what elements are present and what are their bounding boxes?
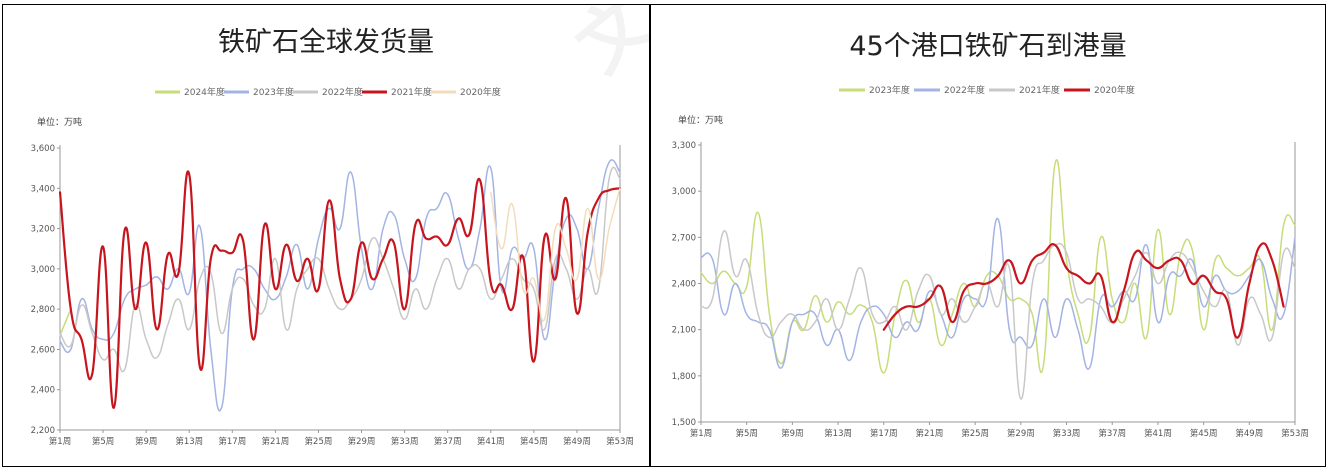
y-tick-label: 2,700 xyxy=(672,233,696,243)
x-tick-label: 第41周 xyxy=(477,436,505,447)
y-tick-label: 3,600 xyxy=(31,144,55,154)
chart-title: 45个港口铁矿石到港量 xyxy=(849,31,1126,62)
chart-legend: 2024年度 2023年度 2022年度 2021年度 2020年度 xyxy=(155,86,501,98)
x-tick-label: 第37周 xyxy=(1098,428,1126,439)
x-tick-label: 第13周 xyxy=(824,428,852,439)
legend-label: 2021年度 xyxy=(1019,84,1060,96)
x-tick-label: 第45周 xyxy=(1190,428,1218,439)
chart-legend: 2023年度 2022年度 2021年度 2020年度 xyxy=(839,84,1135,96)
legend-label: 2022年度 xyxy=(944,84,985,96)
x-tick-label: 第21周 xyxy=(261,436,289,447)
legend-label: 2024年度 xyxy=(184,86,225,98)
series-line-5 xyxy=(490,187,621,322)
y-tick-label: 2,600 xyxy=(31,345,55,355)
series-line-3 xyxy=(700,230,1296,400)
legend-label: 2020年度 xyxy=(460,86,501,98)
series-line-1 xyxy=(700,159,1296,374)
y-tick-label: 2,800 xyxy=(31,305,55,315)
series-group xyxy=(58,159,622,412)
legend-label: 2020年度 xyxy=(1094,84,1135,96)
x-tick-label: 第17周 xyxy=(218,436,246,447)
series-group xyxy=(700,159,1296,400)
legend-item: 2020年度 xyxy=(1064,84,1135,96)
y-tick-label: 3,400 xyxy=(31,184,55,194)
chart-port-arrivals: 45个港口铁矿石到港量 2023年度 2022年度 2021年度 2020年度 单位：… xyxy=(672,31,1309,439)
x-tick-label: 第1周 xyxy=(690,428,712,439)
series-line-4 xyxy=(882,242,1285,339)
x-tick-label: 第53周 xyxy=(1281,428,1309,439)
x-tick-label: 第9周 xyxy=(781,428,803,439)
y-tick-label: 2,200 xyxy=(31,426,55,436)
x-tick-label: 第49周 xyxy=(563,436,591,447)
unit-label: 单位：万吨 xyxy=(37,116,82,128)
series-line-1 xyxy=(59,308,72,337)
y-tick-label: 2,400 xyxy=(31,386,55,396)
chart-global-shipments: 文 铁矿石全球发货量 2024年度 2023年度 2022年度 2021年度 2020年… xyxy=(31,5,649,447)
chart-title: 铁矿石全球发货量 xyxy=(218,27,434,58)
y-tick-label: 2,100 xyxy=(672,326,696,336)
x-tick-label: 第33周 xyxy=(391,436,419,447)
y-tick-label: 1,500 xyxy=(672,418,696,428)
y-tick-label: 2,400 xyxy=(672,280,696,290)
x-tick-label: 第9周 xyxy=(135,436,157,447)
series-line-2 xyxy=(59,159,621,412)
x-tick-label: 第49周 xyxy=(1235,428,1263,439)
legend-label: 2023年度 xyxy=(869,84,910,96)
y-tick-label: 3,300 xyxy=(672,141,696,151)
y-tick-label: 3,200 xyxy=(31,225,55,235)
series-line-2 xyxy=(700,218,1296,370)
x-tick-label: 第29周 xyxy=(1007,428,1035,439)
legend-item: 2023年度 xyxy=(839,84,910,96)
legend-item: 2022年度 xyxy=(293,86,363,98)
legend-label: 2022年度 xyxy=(322,86,363,98)
axes: 1,500 1,800 2,100 2,400 2,700 3,000 3,300 第1周 第5… xyxy=(672,141,1309,439)
x-tick-label: 第33周 xyxy=(1053,428,1081,439)
legend-item: 2024年度 xyxy=(155,86,225,98)
legend-item: 2022年度 xyxy=(914,84,985,96)
x-tick-label: 第45周 xyxy=(520,436,548,447)
x-tick-label: 第29周 xyxy=(348,436,376,447)
x-tick-label: 第37周 xyxy=(434,436,462,447)
watermark-text: 文 xyxy=(561,5,649,88)
y-tick-label: 3,000 xyxy=(31,265,55,275)
unit-label: 单位：万吨 xyxy=(678,114,723,126)
legend-item: 2023年度 xyxy=(224,86,294,98)
x-tick-label: 第1周 xyxy=(49,436,71,447)
x-tick-label: 第17周 xyxy=(870,428,898,439)
x-tick-label: 第5周 xyxy=(92,436,114,447)
legend-item: 2020年度 xyxy=(431,86,501,98)
legend-item: 2021年度 xyxy=(989,84,1060,96)
x-tick-label: 第25周 xyxy=(305,436,333,447)
legend-label: 2021年度 xyxy=(391,86,432,98)
chart-panel-port-arrivals: 45个港口铁矿石到港量 2023年度 2022年度 2021年度 2020年度 单位：… xyxy=(650,4,1326,467)
x-tick-label: 第53周 xyxy=(606,436,634,447)
series-line-4 xyxy=(58,170,622,409)
y-tick-label: 3,000 xyxy=(672,187,696,197)
x-tick-label: 第25周 xyxy=(961,428,989,439)
x-tick-label: 第21周 xyxy=(916,428,944,439)
x-tick-label: 第5周 xyxy=(735,428,757,439)
series-line-3 xyxy=(59,166,621,373)
chart-panel-global-shipments: 文 铁矿石全球发货量 2024年度 2023年度 2022年度 2021年度 2020年… xyxy=(2,4,650,467)
x-tick-label: 第13周 xyxy=(175,436,203,447)
x-tick-label: 第41周 xyxy=(1144,428,1172,439)
legend-item: 2021年度 xyxy=(362,86,432,98)
y-tick-label: 1,800 xyxy=(672,372,696,382)
legend-label: 2023年度 xyxy=(253,86,294,98)
